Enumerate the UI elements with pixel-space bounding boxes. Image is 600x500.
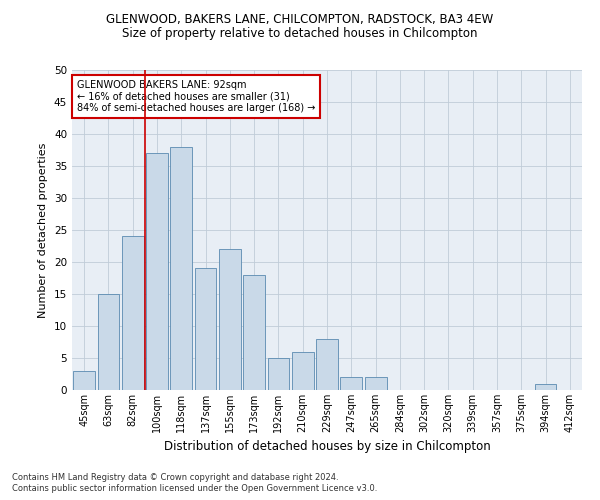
Bar — [146, 153, 168, 390]
Bar — [365, 377, 386, 390]
Bar — [243, 275, 265, 390]
Bar — [535, 384, 556, 390]
Y-axis label: Number of detached properties: Number of detached properties — [38, 142, 49, 318]
X-axis label: Distribution of detached houses by size in Chilcompton: Distribution of detached houses by size … — [164, 440, 490, 454]
Bar — [194, 268, 217, 390]
Bar — [340, 377, 362, 390]
Bar — [73, 371, 95, 390]
Bar — [292, 352, 314, 390]
Bar — [316, 339, 338, 390]
Bar — [219, 249, 241, 390]
Text: Contains HM Land Registry data © Crown copyright and database right 2024.: Contains HM Land Registry data © Crown c… — [12, 472, 338, 482]
Text: GLENWOOD, BAKERS LANE, CHILCOMPTON, RADSTOCK, BA3 4EW: GLENWOOD, BAKERS LANE, CHILCOMPTON, RADS… — [106, 12, 494, 26]
Bar — [97, 294, 119, 390]
Bar — [122, 236, 143, 390]
Text: Size of property relative to detached houses in Chilcompton: Size of property relative to detached ho… — [122, 28, 478, 40]
Bar — [170, 147, 192, 390]
Bar — [268, 358, 289, 390]
Text: GLENWOOD BAKERS LANE: 92sqm
← 16% of detached houses are smaller (31)
84% of sem: GLENWOOD BAKERS LANE: 92sqm ← 16% of det… — [77, 80, 316, 113]
Text: Contains public sector information licensed under the Open Government Licence v3: Contains public sector information licen… — [12, 484, 377, 493]
